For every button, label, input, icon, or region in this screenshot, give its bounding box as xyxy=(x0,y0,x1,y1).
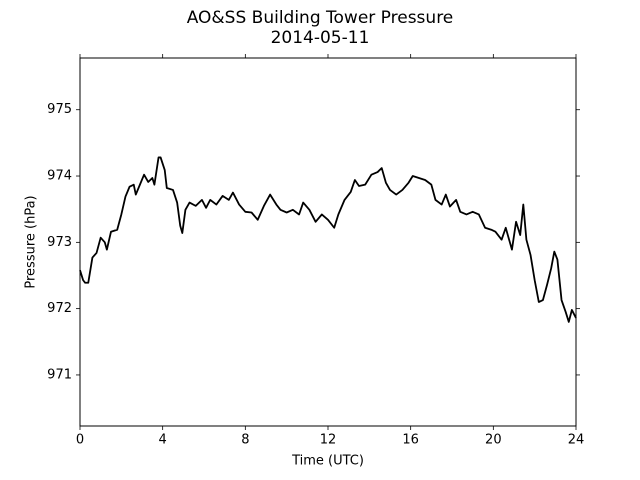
y-tick-label: 974 xyxy=(47,169,72,184)
plot-frame xyxy=(79,57,577,427)
x-tick-label: 0 xyxy=(76,433,84,448)
chart-title: AO&SS Building Tower Pressure xyxy=(187,8,454,28)
y-tick-label: 975 xyxy=(47,102,72,117)
chart-subtitle: 2014-05-11 xyxy=(271,28,370,48)
y-axis-label: Pressure (hPa) xyxy=(24,195,39,288)
x-tick-label: 12 xyxy=(320,433,337,448)
x-tick-label: 8 xyxy=(241,433,249,448)
data-line xyxy=(79,156,577,323)
y-tick-label: 973 xyxy=(47,235,72,250)
x-tick-label: 20 xyxy=(485,433,502,448)
x-axis-label: Time (UTC) xyxy=(291,454,364,469)
x-tick-label: 4 xyxy=(159,433,167,448)
x-tick-label: 24 xyxy=(568,433,585,448)
y-tick-label: 971 xyxy=(47,367,72,382)
x-tick-label: 16 xyxy=(402,433,419,448)
y-tick-label: 972 xyxy=(47,301,72,316)
